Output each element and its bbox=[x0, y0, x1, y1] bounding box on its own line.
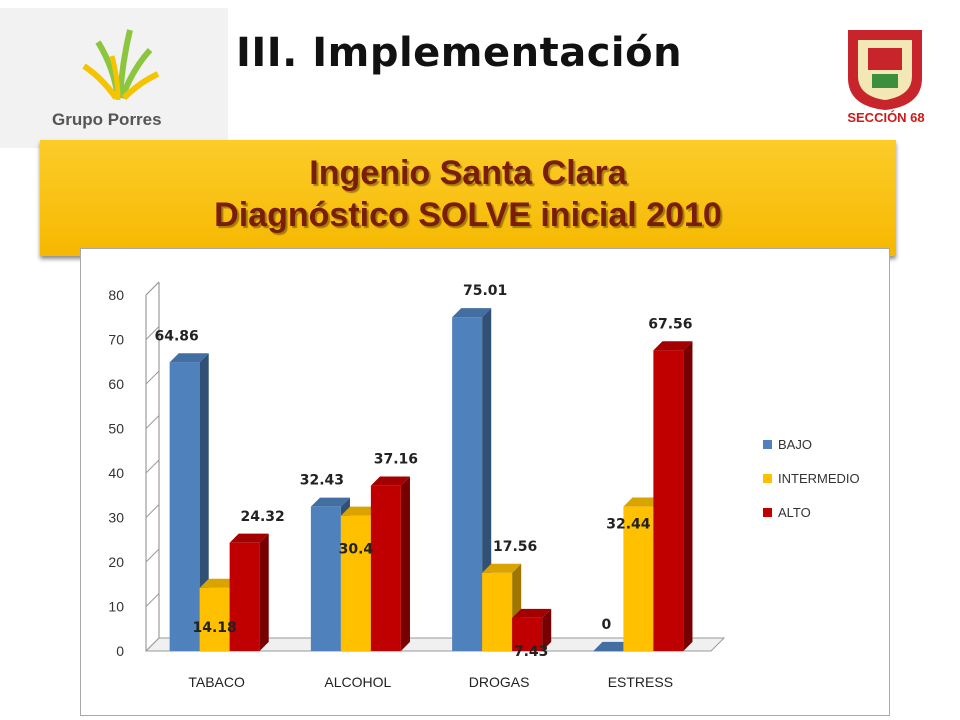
bar-bajo bbox=[593, 651, 624, 652]
bar-top-intermedio bbox=[199, 578, 239, 588]
bar-top-bajo bbox=[169, 353, 209, 363]
x-tick-label: DROGAS bbox=[469, 674, 530, 690]
page-title: III. Implementación bbox=[236, 30, 683, 76]
seccion-68-shield-icon bbox=[848, 30, 922, 110]
chart-back-wall bbox=[159, 282, 724, 638]
bar-top-alto bbox=[370, 476, 410, 486]
data-label: 32.43 bbox=[300, 473, 344, 489]
data-label: 75.01 bbox=[463, 283, 507, 299]
legend-label: INTERMEDIO bbox=[778, 471, 860, 486]
y-tick-mark bbox=[145, 326, 160, 340]
bar-top-intermedio bbox=[340, 506, 380, 516]
data-label: 17.56 bbox=[493, 539, 537, 555]
bar-bajo bbox=[452, 317, 483, 651]
y-tick-label: 60 bbox=[108, 376, 124, 392]
bar-top-alto bbox=[653, 341, 693, 351]
bar-alto bbox=[229, 542, 260, 651]
banner-subtitle: Diagnóstico SOLVE inicial 2010 bbox=[214, 196, 722, 234]
y-tick-label: 0 bbox=[116, 643, 124, 659]
bar-top-intermedio bbox=[623, 497, 663, 507]
banner-title: Ingenio Santa Clara bbox=[309, 154, 627, 192]
y-tick-mark bbox=[145, 415, 160, 429]
sugarcane-icon bbox=[82, 29, 160, 101]
data-label: 0 bbox=[602, 617, 612, 633]
y-tick-label: 40 bbox=[108, 465, 124, 481]
bar-side-bajo bbox=[482, 308, 492, 651]
y-tick-label: 80 bbox=[108, 287, 124, 303]
x-tick-label: TABACO bbox=[188, 674, 245, 690]
x-tick-label: ESTRESS bbox=[608, 674, 673, 690]
legend-swatch-alto bbox=[763, 508, 772, 517]
data-label: 14.18 bbox=[192, 620, 236, 636]
bar-intermedio bbox=[482, 572, 513, 651]
data-label: 67.56 bbox=[648, 316, 692, 332]
bar-alto bbox=[653, 350, 684, 651]
legend-swatch-bajo bbox=[763, 440, 772, 449]
y-tick-mark bbox=[145, 504, 160, 518]
legend-label: BAJO bbox=[778, 437, 812, 452]
bar-side-alto bbox=[683, 341, 693, 651]
data-label: 64.86 bbox=[154, 328, 198, 344]
bar-side-bajo bbox=[199, 353, 209, 651]
bar-intermedio bbox=[340, 515, 371, 651]
bar-intermedio bbox=[623, 506, 654, 651]
bar-alto bbox=[370, 485, 401, 651]
bar-intermedio bbox=[199, 587, 230, 651]
bar-alto bbox=[512, 617, 543, 651]
y-tick-label: 70 bbox=[108, 332, 124, 348]
y-tick-mark bbox=[145, 459, 160, 474]
y-tick-mark bbox=[145, 548, 160, 563]
data-label: 32.44 bbox=[606, 517, 651, 533]
seccion-68-label: SECCIÓN 68 bbox=[847, 110, 925, 125]
chart-panel: 0 10 20 30 40 50 60 70 80 TABACO ALCOHOL DROGAS ESTR… bbox=[80, 248, 890, 716]
bar-top-bajo bbox=[452, 308, 492, 318]
legend-swatch-intermedio bbox=[763, 474, 772, 483]
y-tick-mark bbox=[145, 593, 160, 607]
bar-side-alto bbox=[542, 608, 552, 651]
bar-side-alto bbox=[259, 533, 269, 651]
y-tick-mark bbox=[145, 637, 160, 652]
x-tick-label: ALCOHOL bbox=[324, 674, 391, 690]
bar-bajo bbox=[169, 362, 200, 651]
bar-top-alto bbox=[512, 608, 552, 618]
y-tick-mark bbox=[145, 281, 160, 296]
data-label: 24.32 bbox=[240, 509, 284, 525]
data-label: 37.16 bbox=[374, 452, 418, 468]
y-tick-label: 50 bbox=[108, 421, 124, 437]
bar-top-bajo bbox=[593, 641, 633, 651]
data-label: 30.4 bbox=[339, 542, 374, 558]
bar-top-alto bbox=[229, 533, 269, 543]
chart-title-banner: Ingenio Santa Clara Diagnóstico SOLVE in… bbox=[40, 140, 896, 256]
bar-bajo bbox=[310, 506, 341, 651]
bar-top-intermedio bbox=[482, 563, 522, 573]
bar-chart: 0 10 20 30 40 50 60 70 80 TABACO ALCOHOL DROGAS ESTR… bbox=[108, 281, 860, 690]
bar-side-alto bbox=[400, 476, 410, 651]
grupo-porres-label: Grupo Porres bbox=[52, 110, 162, 129]
data-label: 7.43 bbox=[514, 644, 549, 660]
y-tick-mark bbox=[145, 370, 160, 385]
grupo-porres-logo bbox=[0, 8, 228, 148]
y-tick-label: 30 bbox=[108, 510, 124, 526]
y-tick-label: 20 bbox=[108, 554, 124, 570]
y-tick-label: 10 bbox=[108, 599, 124, 615]
legend-label: ALTO bbox=[778, 505, 811, 520]
bar-top-bajo bbox=[310, 497, 350, 507]
